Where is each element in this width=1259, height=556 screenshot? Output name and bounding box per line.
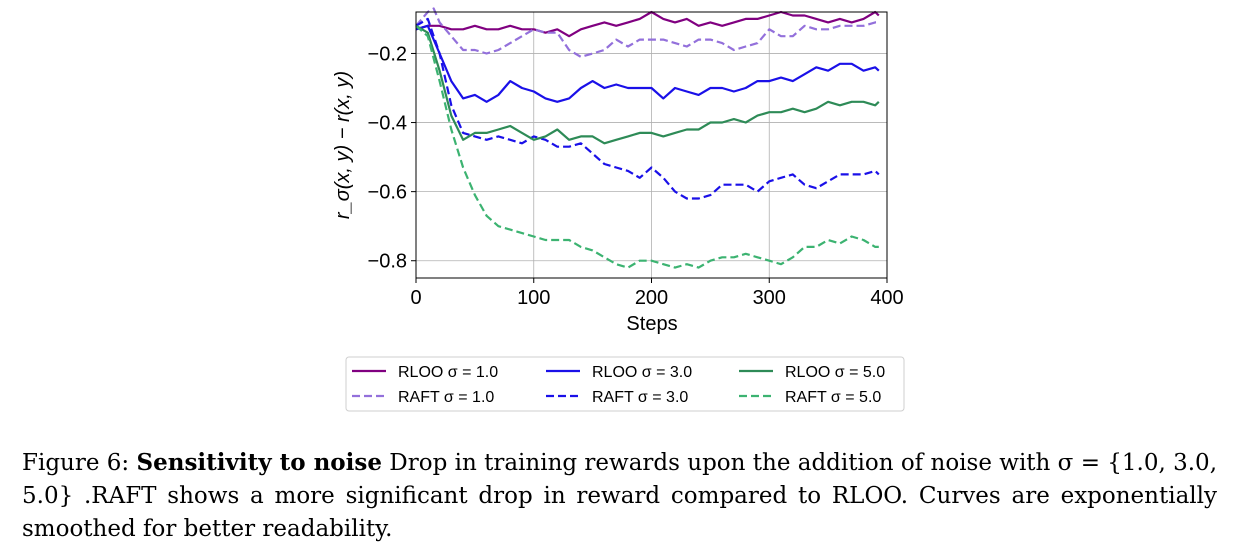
y-tick-label: −0.6 (368, 182, 407, 204)
legend-label: RAFT σ = 3.0 (592, 389, 688, 406)
series-line-0 (415, 10, 880, 38)
y-tick-label: −0.4 (368, 113, 407, 135)
legend-label: RAFT σ = 5.0 (785, 389, 881, 406)
series-line-1 (415, 7, 879, 59)
legend-label: RLOO σ = 1.0 (398, 364, 498, 381)
caption-text: Drop in training rewards upon the additi… (22, 450, 1218, 542)
x-tick-label: 200 (635, 287, 668, 309)
legend-label: RAFT σ = 1.0 (398, 389, 494, 406)
y-tick-label: −0.2 (368, 43, 407, 65)
grid (415, 12, 888, 278)
series-layer (415, 7, 880, 269)
series-line-4 (415, 24, 880, 145)
series-line-5 (415, 24, 879, 269)
x-tick-label: 400 (870, 287, 903, 309)
ticks: 0 100 200 300 400 −0.8 −0.6 −0.4 −0.2 (368, 43, 904, 309)
legend-label: RLOO σ = 3.0 (592, 364, 692, 381)
x-axis-label: Steps (626, 313, 677, 335)
series-line-3 (415, 17, 880, 200)
x-tick-label: 0 (410, 287, 421, 309)
legend-label: RLOO σ = 5.0 (785, 364, 885, 381)
series-line-2 (415, 24, 880, 103)
x-tick-label: 100 (517, 287, 550, 309)
chart: 0 100 200 300 400 −0.8 −0.6 −0.4 −0.2 Steps r_σ(… (332, 7, 905, 412)
x-tick-label: 300 (753, 287, 786, 309)
caption-label: Figure 6: (22, 450, 130, 476)
figure-caption: Figure 6: Sensitivity to noise Drop in t… (22, 446, 1217, 546)
caption-bold: Sensitivity to noise (136, 449, 382, 476)
y-axis-label: r_σ(x, y) − r(x, y) (332, 71, 354, 219)
y-tick-label: −0.8 (368, 251, 407, 273)
legend: RLOO σ = 1.0 RLOO σ = 3.0 RLOO σ = 5.0 RAFT… (345, 356, 905, 412)
